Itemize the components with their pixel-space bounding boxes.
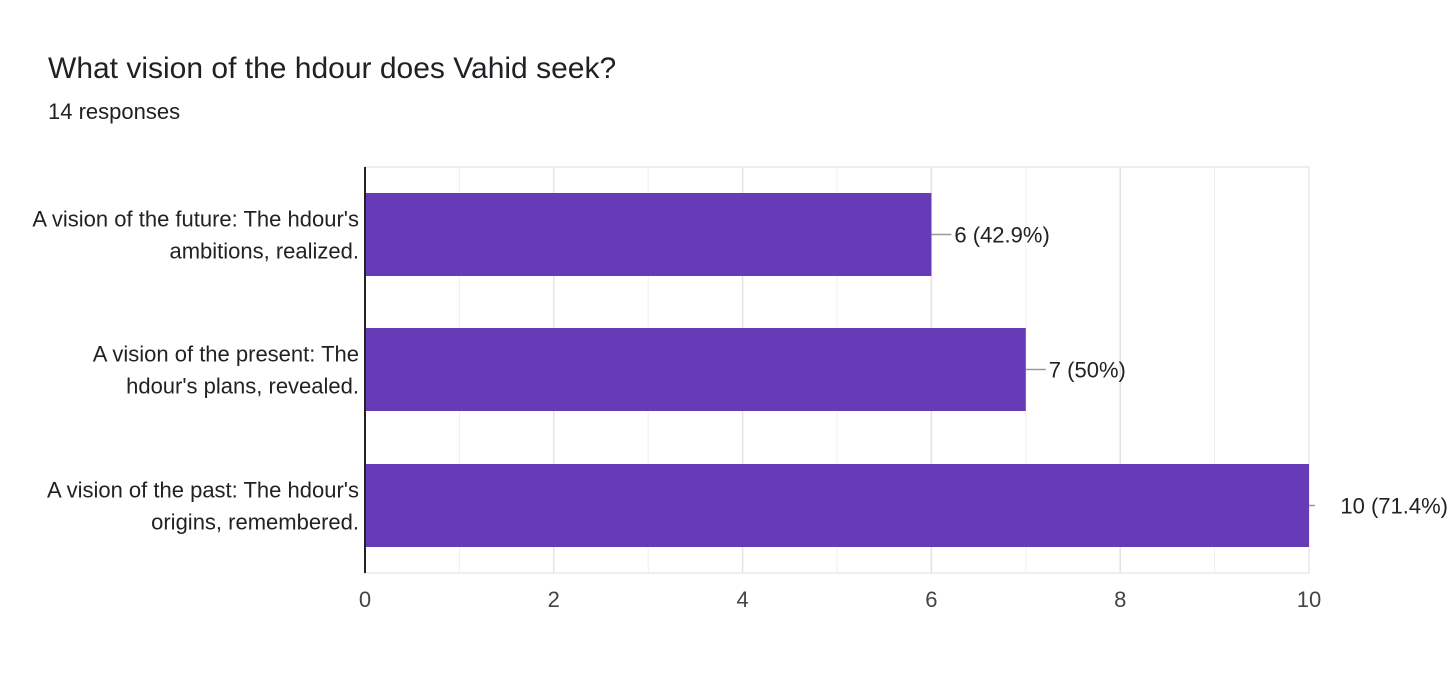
x-tick-label: 2 — [548, 587, 560, 612]
category-label: ambitions, realized. — [169, 239, 359, 264]
data-label: 7 (50%) — [1049, 358, 1126, 383]
bar — [365, 193, 932, 276]
x-tick-label: 4 — [736, 587, 748, 612]
data-label: 10 (71.4%) — [1340, 494, 1448, 519]
x-tick-label: 8 — [1114, 587, 1126, 612]
category-label: origins, remembered. — [151, 510, 359, 535]
category-label: A vision of the present: The — [93, 342, 359, 367]
bar — [365, 328, 1026, 411]
x-tick-label: 10 — [1297, 587, 1321, 612]
chart-title: What vision of the hdour does Vahid seek… — [48, 52, 617, 85]
x-tick-label: 6 — [925, 587, 937, 612]
category-label: A vision of the past: The hdour's — [47, 478, 359, 503]
response-count: 14 responses — [48, 99, 181, 124]
data-label: 6 (42.9%) — [954, 223, 1049, 248]
category-label: hdour's plans, revealed. — [126, 374, 359, 399]
category-label: A vision of the future: The hdour's — [32, 207, 359, 232]
bar — [365, 464, 1309, 547]
x-tick-label: 0 — [359, 587, 371, 612]
